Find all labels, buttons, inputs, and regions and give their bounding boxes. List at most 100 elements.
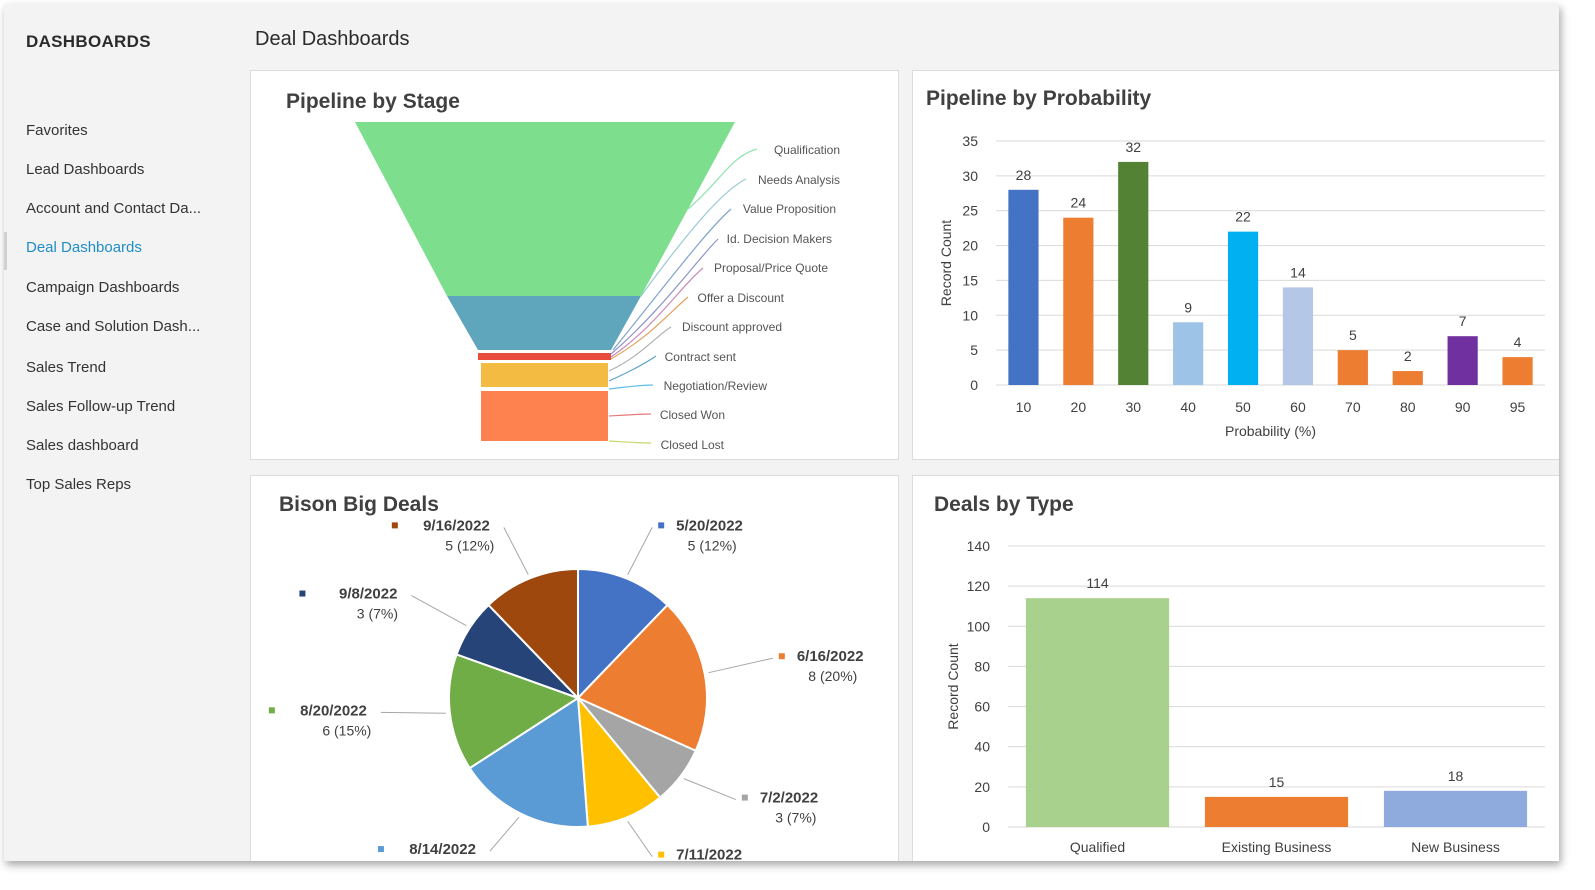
pipeline-by-probability-panel[interactable]: Pipeline by Probability 0 5 10 15 20 25 30 35 28… [912,70,1559,460]
y-tick-label: 20 [974,779,990,795]
x-tick-label: 50 [1235,399,1251,415]
y-tick-label: 140 [967,538,991,554]
x-tick-label: 95 [1510,399,1526,415]
bison-big-deals-panel[interactable]: Bison Big Deals 5/20/2022 5 (12%) 6/16/202… [250,475,899,861]
panel-title: Bison Big Deals [279,493,439,516]
pie-label: 8/20/2022 [300,702,367,719]
data-label: 5 [1349,327,1357,343]
big-deals-pie-chart: 5/20/2022 5 (12%) 6/16/2022 8 (20%) 7/2/2022… [268,517,864,861]
funnel-label: Proposal/Price Quote [714,261,828,275]
x-tick-label: New Business [1411,839,1500,855]
funnel-label: Qualification [774,143,840,157]
sidebar: DASHBOARDS Favorites Lead Dashboards Acc… [4,4,244,861]
pie-leader-line [627,527,653,575]
funnel-segment-needs-analysis [447,296,641,350]
y-tick-label: 20 [962,238,978,254]
data-label: 7 [1459,313,1467,329]
data-label: 15 [1269,774,1285,790]
pie-slice [577,567,669,701]
y-axis-label: Record Count [945,643,961,729]
funnel-segment-closed-won [481,391,608,441]
funnel-label: Value Proposition [743,202,836,216]
sidebar-item-sales-dashboard[interactable]: Sales dashboard [26,437,139,454]
data-label: 9 [1184,299,1192,315]
active-item-indicator [4,232,7,270]
sidebar-item-favorites[interactable]: Favorites [26,122,88,139]
pie-label: 9/8/2022 [339,586,397,603]
pipeline-by-stage-panel[interactable]: Pipeline by Stage Qualification [250,70,899,460]
leader-line [608,355,657,382]
y-tick-label: 100 [967,618,991,634]
funnel-label: Contract sent [665,350,737,364]
y-tick-label: 80 [974,658,990,674]
panel-title: Pipeline by Probability [926,87,1152,110]
y-tick-label: 0 [970,377,978,393]
bar [1383,790,1528,827]
y-tick-label: 60 [974,699,990,715]
pie-slice [487,567,579,701]
bar [1025,598,1170,827]
sidebar-title: DASHBOARDS [26,32,151,51]
funnel-segment-qualification [355,122,735,296]
legend-swatch [658,851,665,858]
bar [1118,161,1149,385]
pie-label: 5/20/2022 [676,517,743,534]
funnel-segment-negotiation-review [481,363,608,387]
x-tick-label: Qualified [1070,839,1125,855]
pie-label: 7/2/2022 [760,790,818,807]
y-tick-label: 10 [962,307,978,323]
pie-slice [576,603,708,753]
data-label: 32 [1125,139,1141,155]
bar [1502,357,1533,385]
sidebar-item-sales-followup-trend[interactable]: Sales Follow-up Trend [26,398,176,415]
sidebar-item-campaign-dashboards[interactable]: Campaign Dashboards [26,279,180,296]
page-title: Deal Dashboards [255,28,410,50]
pie-label: 8/14/2022 [409,841,476,858]
bar [1173,322,1204,385]
leader-line [608,326,672,372]
funnel-label: Closed Lost [661,438,725,452]
data-label: 24 [1071,195,1087,211]
pie-leader-line [380,711,446,714]
leader-line [687,148,758,210]
sidebar-item-sales-trend[interactable]: Sales Trend [26,359,107,376]
leader-line [612,208,732,351]
x-tick-label: 90 [1455,399,1471,415]
funnel-label: Negotiation/Review [664,379,768,393]
x-tick-label: 40 [1180,399,1196,415]
pie-leader-line [708,657,773,674]
sidebar-item-top-sales-reps[interactable]: Top Sales Reps [26,476,132,493]
sidebar-item-lead-dashboards[interactable]: Lead Dashboards [26,161,145,178]
pie-label: 6/16/2022 [797,648,864,665]
deals-by-type-panel[interactable]: Deals by Type 0 20 40 60 80 100 120 140 114 Quali… [912,475,1559,861]
y-axis-label: Record Count [938,220,954,306]
pie-value-label: 3 (7%) [775,810,816,826]
sidebar-item-case-solution-dashboards[interactable]: Case and Solution Dash... [26,318,201,335]
pie-value-label: 5 (12%) [445,537,494,553]
pie-value-label: 5 (12%) [688,537,737,553]
app-window: DASHBOARDS Favorites Lead Dashboards Acc… [4,4,1559,861]
legend-swatch [741,794,748,801]
x-tick-label: Existing Business [1222,839,1332,855]
bar [1227,231,1259,385]
bar [1204,796,1349,827]
y-tick-label: 0 [982,819,990,835]
leader-line [610,238,719,355]
sidebar-item-deal-dashboards[interactable]: Deal Dashboards [26,239,142,256]
data-label: 2 [1404,348,1412,364]
y-tick-label: 35 [962,133,978,149]
y-tick-label: 5 [970,342,978,358]
sidebar-item-account-contact-dashboards[interactable]: Account and Contact Da... [26,200,202,217]
x-tick-label: 30 [1125,399,1141,415]
pie-slice [576,694,662,828]
legend-swatch [268,707,275,714]
data-label: 18 [1448,768,1464,784]
panel-title: Deals by Type [934,493,1074,516]
legend-swatch [377,846,384,853]
legend-swatch [299,590,306,597]
leader-line [640,178,747,297]
data-label: 4 [1514,334,1522,350]
probability-bar-chart: 0510152025303528102420323094022501460570… [938,133,1545,439]
funnel-segment-value-proposition [478,353,611,360]
funnel-label: Id. Decision Makers [727,232,832,246]
